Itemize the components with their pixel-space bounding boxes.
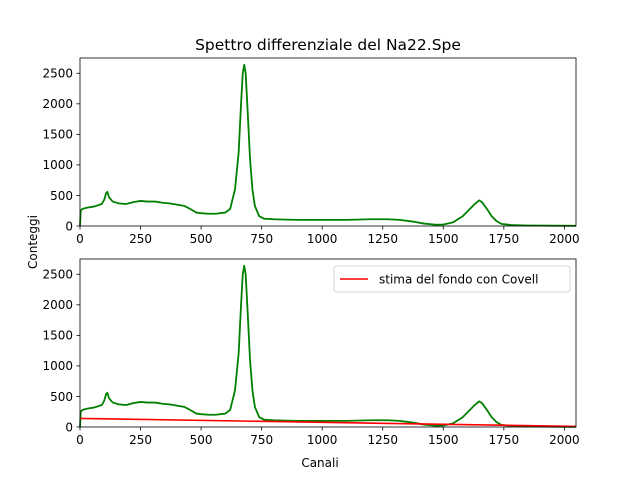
bottom-x-tick-label: 750	[250, 433, 273, 447]
bottom-x-tick-label: 1250	[367, 433, 398, 447]
bottom-panel: 0 250 500 750 1000 1250 1500 1750 2000 0 500 1000 15…	[42, 258, 580, 447]
top-x-tick-label: 750	[250, 232, 273, 246]
top-x-tick-label: 1750	[489, 232, 520, 246]
top-y-tick-label: 1000	[42, 158, 73, 172]
x-axis-label: Canali	[301, 456, 338, 470]
top-spectrum-line	[79, 63, 577, 227]
bottom-background-line	[79, 417, 577, 428]
top-x-tick-label: 500	[190, 232, 213, 246]
bottom-y-tick-label: 1000	[42, 359, 73, 373]
bottom-x-tick-label: 1500	[428, 433, 459, 447]
top-y-tick-label: 1500	[42, 128, 73, 142]
top-x-tick-label: 0	[76, 232, 84, 246]
bottom-x-tick-label: 2000	[549, 433, 580, 447]
top-x-tick-label: 250	[129, 232, 152, 246]
legend-label: stima del fondo con Covell	[379, 273, 538, 287]
legend-box	[333, 265, 571, 293]
bottom-x-tick-label: 250	[129, 433, 152, 447]
bottom-y-tick-label: 0	[65, 420, 73, 434]
bottom-y-tick-label: 1500	[42, 329, 73, 343]
top-panel: 0 250 500 750 1000 1250 1500 1750 2000 0 500 1000 15…	[42, 57, 580, 246]
bottom-x-tick-label: 500	[190, 433, 213, 447]
top-x-tick-label: 1000	[307, 232, 338, 246]
bottom-x-tick-label: 0	[76, 433, 84, 447]
bottom-spectrum-line	[79, 264, 577, 428]
bottom-y-tick-label: 2000	[42, 298, 73, 312]
top-x-tick-label: 1250	[367, 232, 398, 246]
bottom-axes-frame	[79, 258, 577, 428]
bottom-x-tick-label: 1000	[307, 433, 338, 447]
chart-title: Spettro differenziale del Na22.Spe	[195, 36, 461, 54]
top-x-tick-label: 2000	[549, 232, 580, 246]
y-axis-label: Conteggi	[26, 215, 40, 269]
top-x-tick-label: 1500	[428, 232, 459, 246]
bottom-y-tick-label: 2500	[42, 268, 73, 282]
top-y-tick-label: 2000	[42, 97, 73, 111]
top-y-tick-label: 0	[65, 219, 73, 233]
bottom-x-tick-label: 1750	[489, 433, 520, 447]
top-axes-frame	[79, 57, 577, 227]
top-y-tick-label: 500	[50, 189, 73, 203]
bottom-y-tick-label: 500	[50, 390, 73, 404]
top-y-tick-label: 2500	[42, 67, 73, 81]
